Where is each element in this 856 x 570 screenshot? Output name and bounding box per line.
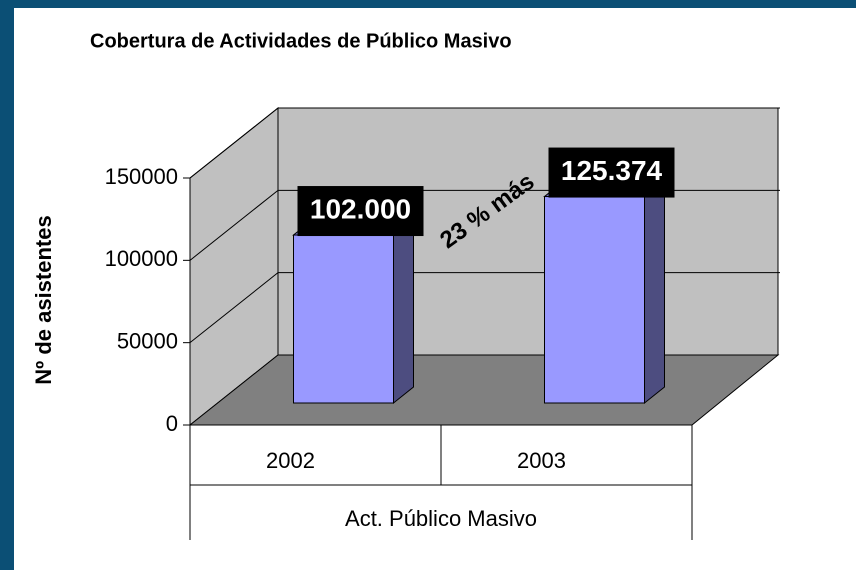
value-label-box (297, 186, 424, 237)
bar-side (644, 179, 665, 405)
y-tick-label: 100000 (105, 246, 178, 271)
bar (544, 196, 645, 404)
grid-line (189, 107, 279, 179)
y-axis-title: Nº de asistentes (31, 215, 56, 384)
bar-side (393, 217, 414, 405)
floor (188, 354, 780, 426)
y-tick-label: 150000 (105, 164, 178, 189)
x-axis-title: Act. Público Masivo (345, 506, 537, 531)
grid-line (189, 189, 279, 261)
grid-line (189, 272, 279, 344)
value-label-box (548, 147, 675, 198)
x-tick-label: 2003 (517, 448, 566, 473)
y-tick-label: 0 (166, 411, 178, 436)
bar (293, 234, 394, 404)
y-tick-label: 50000 (117, 328, 178, 353)
chart-title: Cobertura de Actividades de Público Masi… (90, 30, 512, 52)
x-tick-label: 2002 (266, 448, 315, 473)
value-label: 102.000 (310, 193, 411, 224)
value-label: 125.374 (561, 155, 663, 186)
